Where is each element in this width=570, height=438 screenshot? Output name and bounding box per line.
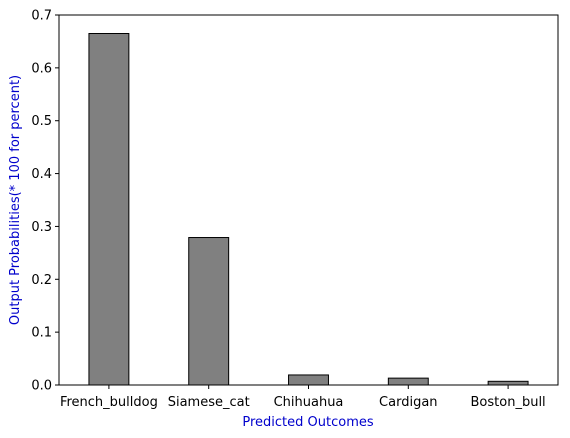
y-tick-label: 0.2 (31, 273, 52, 288)
y-axis-label: Output Probabilities(* 100 for percent) (8, 75, 23, 325)
bar-cardigan (387, 377, 429, 386)
y-tick-label: 0.6 (31, 61, 52, 76)
x-tick-label: Boston_bull (471, 395, 546, 410)
y-tick-label: 0.3 (31, 220, 52, 235)
bar-chihuahua (288, 374, 329, 386)
x-tick-label: Chihuahua (274, 395, 344, 410)
x-tick-label: French_bulldog (60, 395, 158, 410)
y-tick-label: 0.7 (31, 9, 52, 24)
y-tick-label: 0.4 (31, 167, 52, 182)
y-tick-label: 0.0 (31, 379, 52, 394)
x-axis: French_bulldog Siamese_cat Chihuahua Cardig… (60, 385, 546, 410)
x-tick-label: Cardigan (379, 395, 437, 410)
y-tick-label: 0.5 (31, 114, 52, 129)
y-axis: 0.0 0.1 0.2 0.3 0.4 0.5 0.6 0.7 (31, 9, 59, 394)
x-axis-label: Predicted Outcomes (242, 415, 373, 430)
bars-group (88, 33, 529, 386)
plot-frame (58, 14, 559, 386)
x-tick-label: Siamese_cat (168, 395, 250, 410)
bar-siamese-cat (188, 237, 230, 386)
y-tick-label: 0.1 (31, 326, 52, 341)
bar-boston-bull (487, 380, 529, 386)
bar-french-bulldog (88, 33, 130, 386)
